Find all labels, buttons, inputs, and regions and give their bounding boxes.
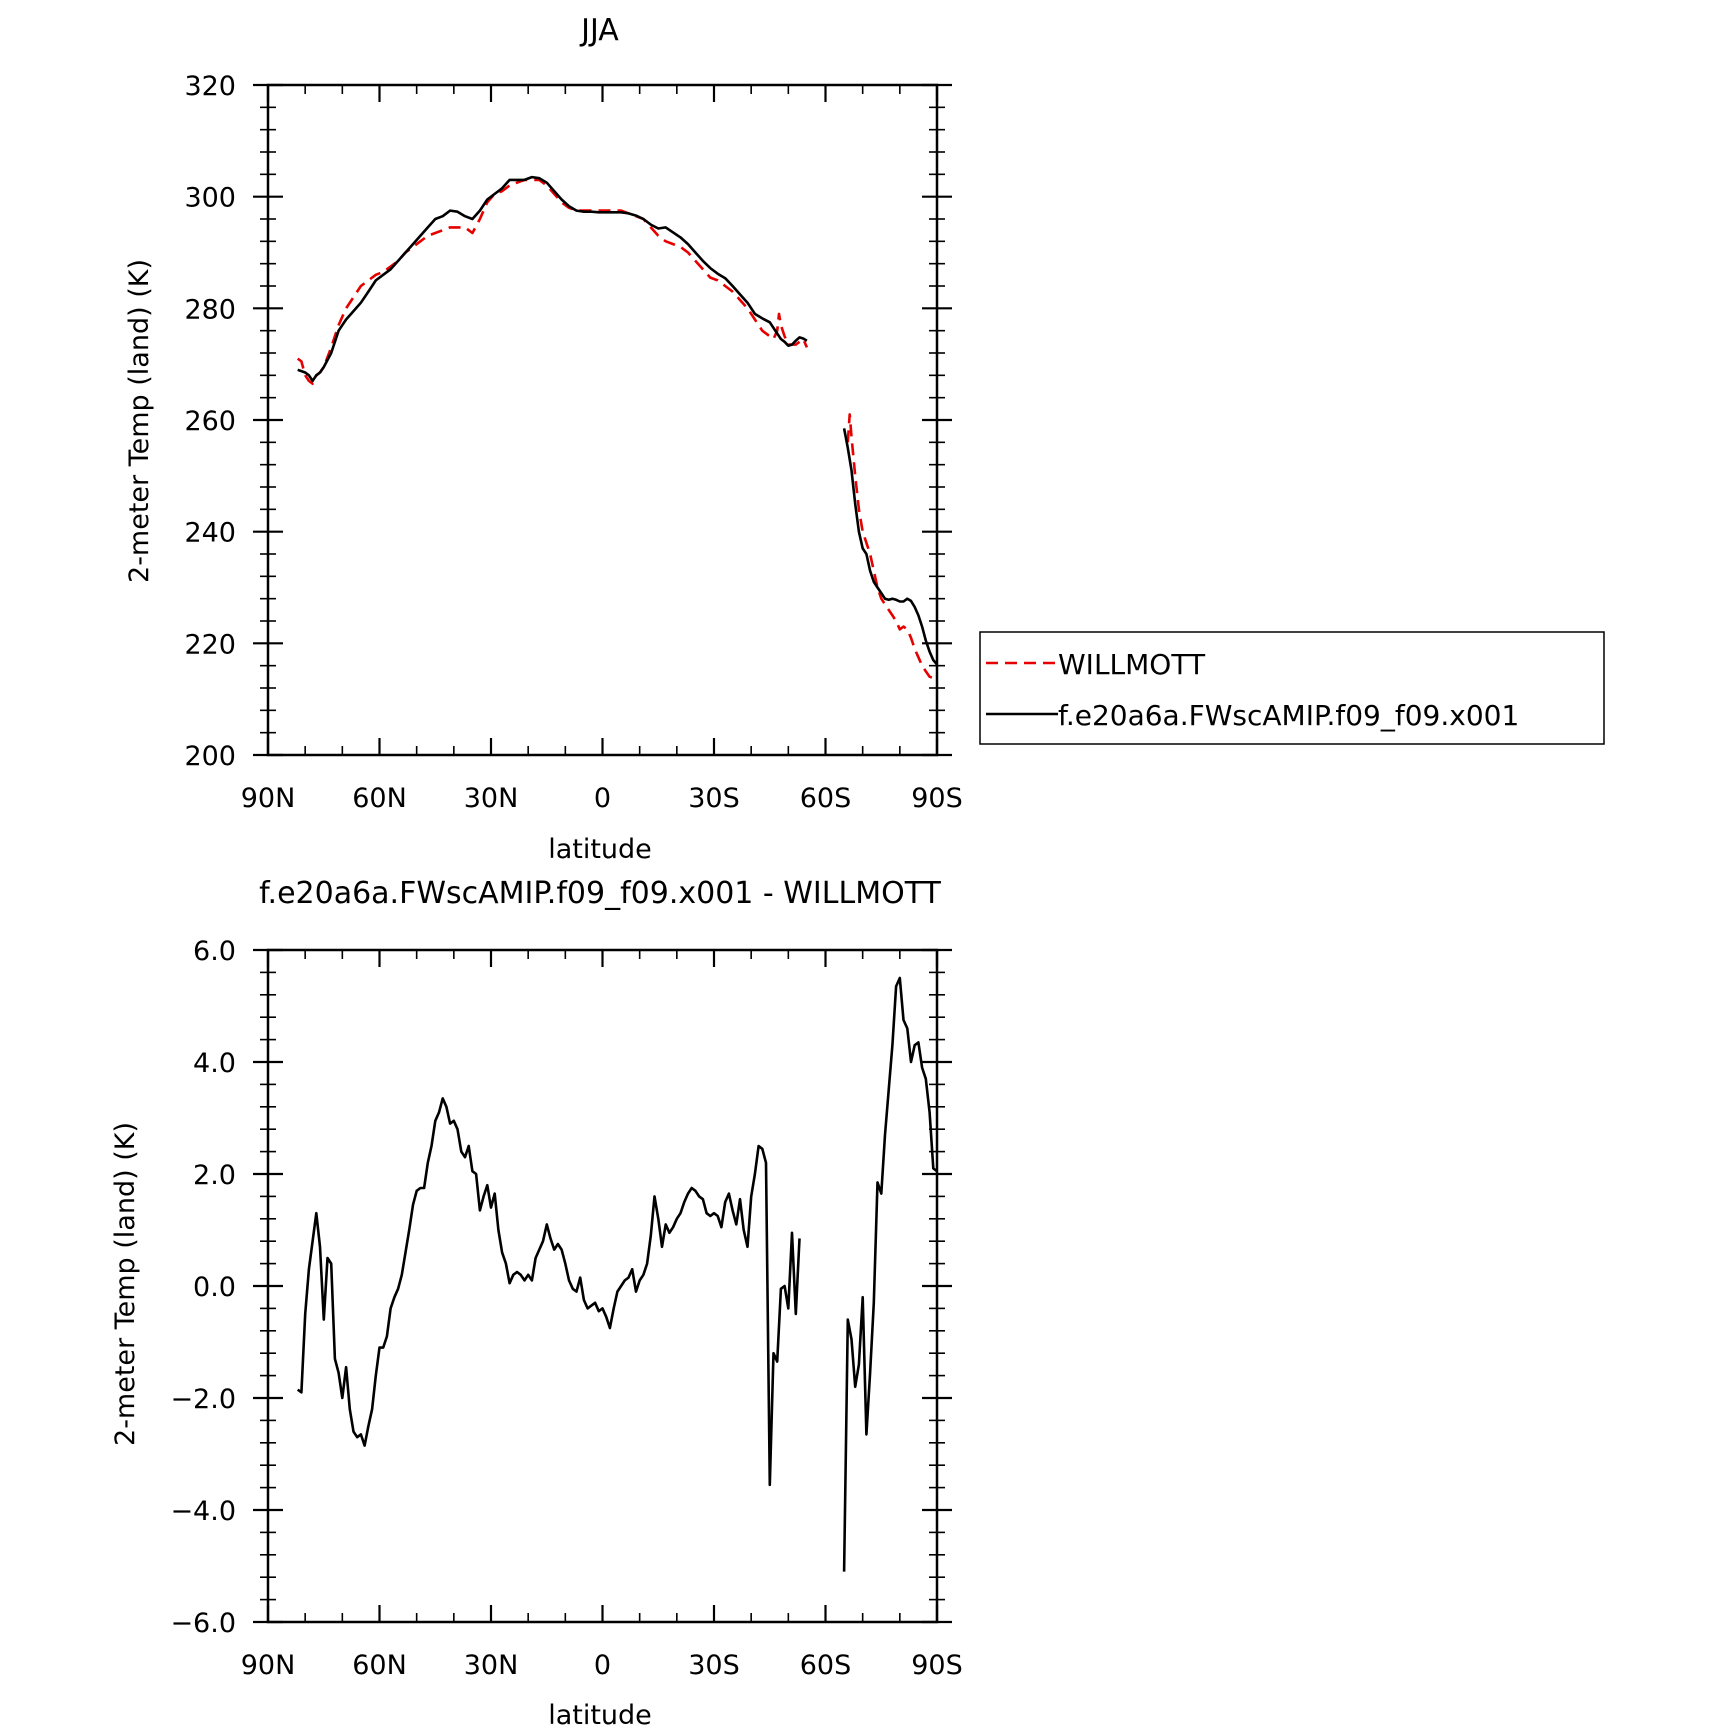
top-x-axis-title: latitude: [548, 834, 652, 865]
top-x-tick-label: 90S: [911, 783, 963, 814]
bottom-y-tick-label: 6.0: [193, 936, 236, 967]
bottom-y-tick-label: 0.0: [193, 1272, 236, 1303]
top-y-tick-label: 320: [184, 71, 236, 102]
bottom-x-tick-label: 0: [594, 1650, 611, 1681]
bottom-plot-marks: 90N 60N 30N 0 30S 60S 90S 6.0 4.0 2.0 0.0 −2.0 −4.0 −…: [170, 936, 962, 1681]
top-plot-marks: 90N 60N 30N 0 30S 60S 90S 320 300 280 260 240 220 200: [184, 71, 962, 814]
top-y-tick-label: 280: [184, 294, 236, 325]
bottom-x-tick-label: 90N: [241, 1650, 296, 1681]
top-plot-frame: [266, 83, 939, 757]
top-x-tick-label: 30N: [464, 783, 519, 814]
top-series-1-line-segment-1: [842, 428, 937, 666]
legend-label-willmott: WILLMOTT: [1058, 648, 1206, 681]
bottom-y-tick-label: 4.0: [193, 1048, 236, 1079]
legend-box: [979, 631, 1605, 745]
bottom-series-0-line-segment-0: [296, 1097, 801, 1487]
legend-label-model: f.e20a6a.FWscAMIP.f09_f09.x001: [1058, 699, 1519, 732]
top-series-1-line-segment-0: [297, 175, 808, 383]
bottom-x-tick-label: 30S: [688, 1650, 740, 1681]
top-panel: JJA 90N 60N 30N 0 30S 60S 90S 320 300 280 260 240 22…: [124, 13, 963, 865]
bottom-x-tick-label: 60S: [800, 1650, 852, 1681]
bottom-y-tick-label: 2.0: [193, 1160, 236, 1191]
top-y-axis-title: 2-meter Temp (land) (K): [124, 259, 155, 583]
bottom-plot-title: f.e20a6a.FWscAMIP.f09_f09.x001 - WILLMOT…: [259, 876, 941, 911]
top-x-tick-label: 90N: [241, 783, 296, 814]
top-x-tick-label: 60N: [352, 783, 407, 814]
bottom-panel: f.e20a6a.FWscAMIP.f09_f09.x001 - WILLMOT…: [110, 876, 963, 1731]
bottom-plot-frame: [266, 948, 939, 1624]
bottom-y-tick-label: −2.0: [170, 1384, 236, 1415]
bottom-y-tick-label: −6.0: [170, 1608, 236, 1639]
top-x-tick-label: 60S: [800, 783, 852, 814]
bottom-y-tick-label: −4.0: [170, 1496, 236, 1527]
top-series-0-line-segment-1: [846, 413, 937, 680]
top-y-tick-label: 260: [184, 406, 236, 437]
bottom-series-0-line-segment-1: [842, 976, 937, 1572]
top-x-tick-label: 0: [594, 783, 611, 814]
bottom-x-tick-label: 90S: [911, 1650, 963, 1681]
bottom-x-axis-title: latitude: [548, 1700, 652, 1731]
top-x-tick-label: 30S: [688, 783, 740, 814]
legend: WILLMOTT f.e20a6a.FWscAMIP.f09_f09.x001: [979, 631, 1605, 745]
top-y-tick-label: 300: [184, 183, 236, 214]
bottom-x-tick-label: 30N: [464, 1650, 519, 1681]
bottom-y-axis-title: 2-meter Temp (land) (K): [110, 1122, 141, 1446]
bottom-x-tick-label: 60N: [352, 1650, 407, 1681]
top-y-tick-label: 220: [184, 629, 236, 660]
top-y-tick-label: 240: [184, 518, 236, 549]
top-plot-title: JJA: [579, 13, 619, 48]
top-y-tick-label: 200: [184, 741, 236, 772]
